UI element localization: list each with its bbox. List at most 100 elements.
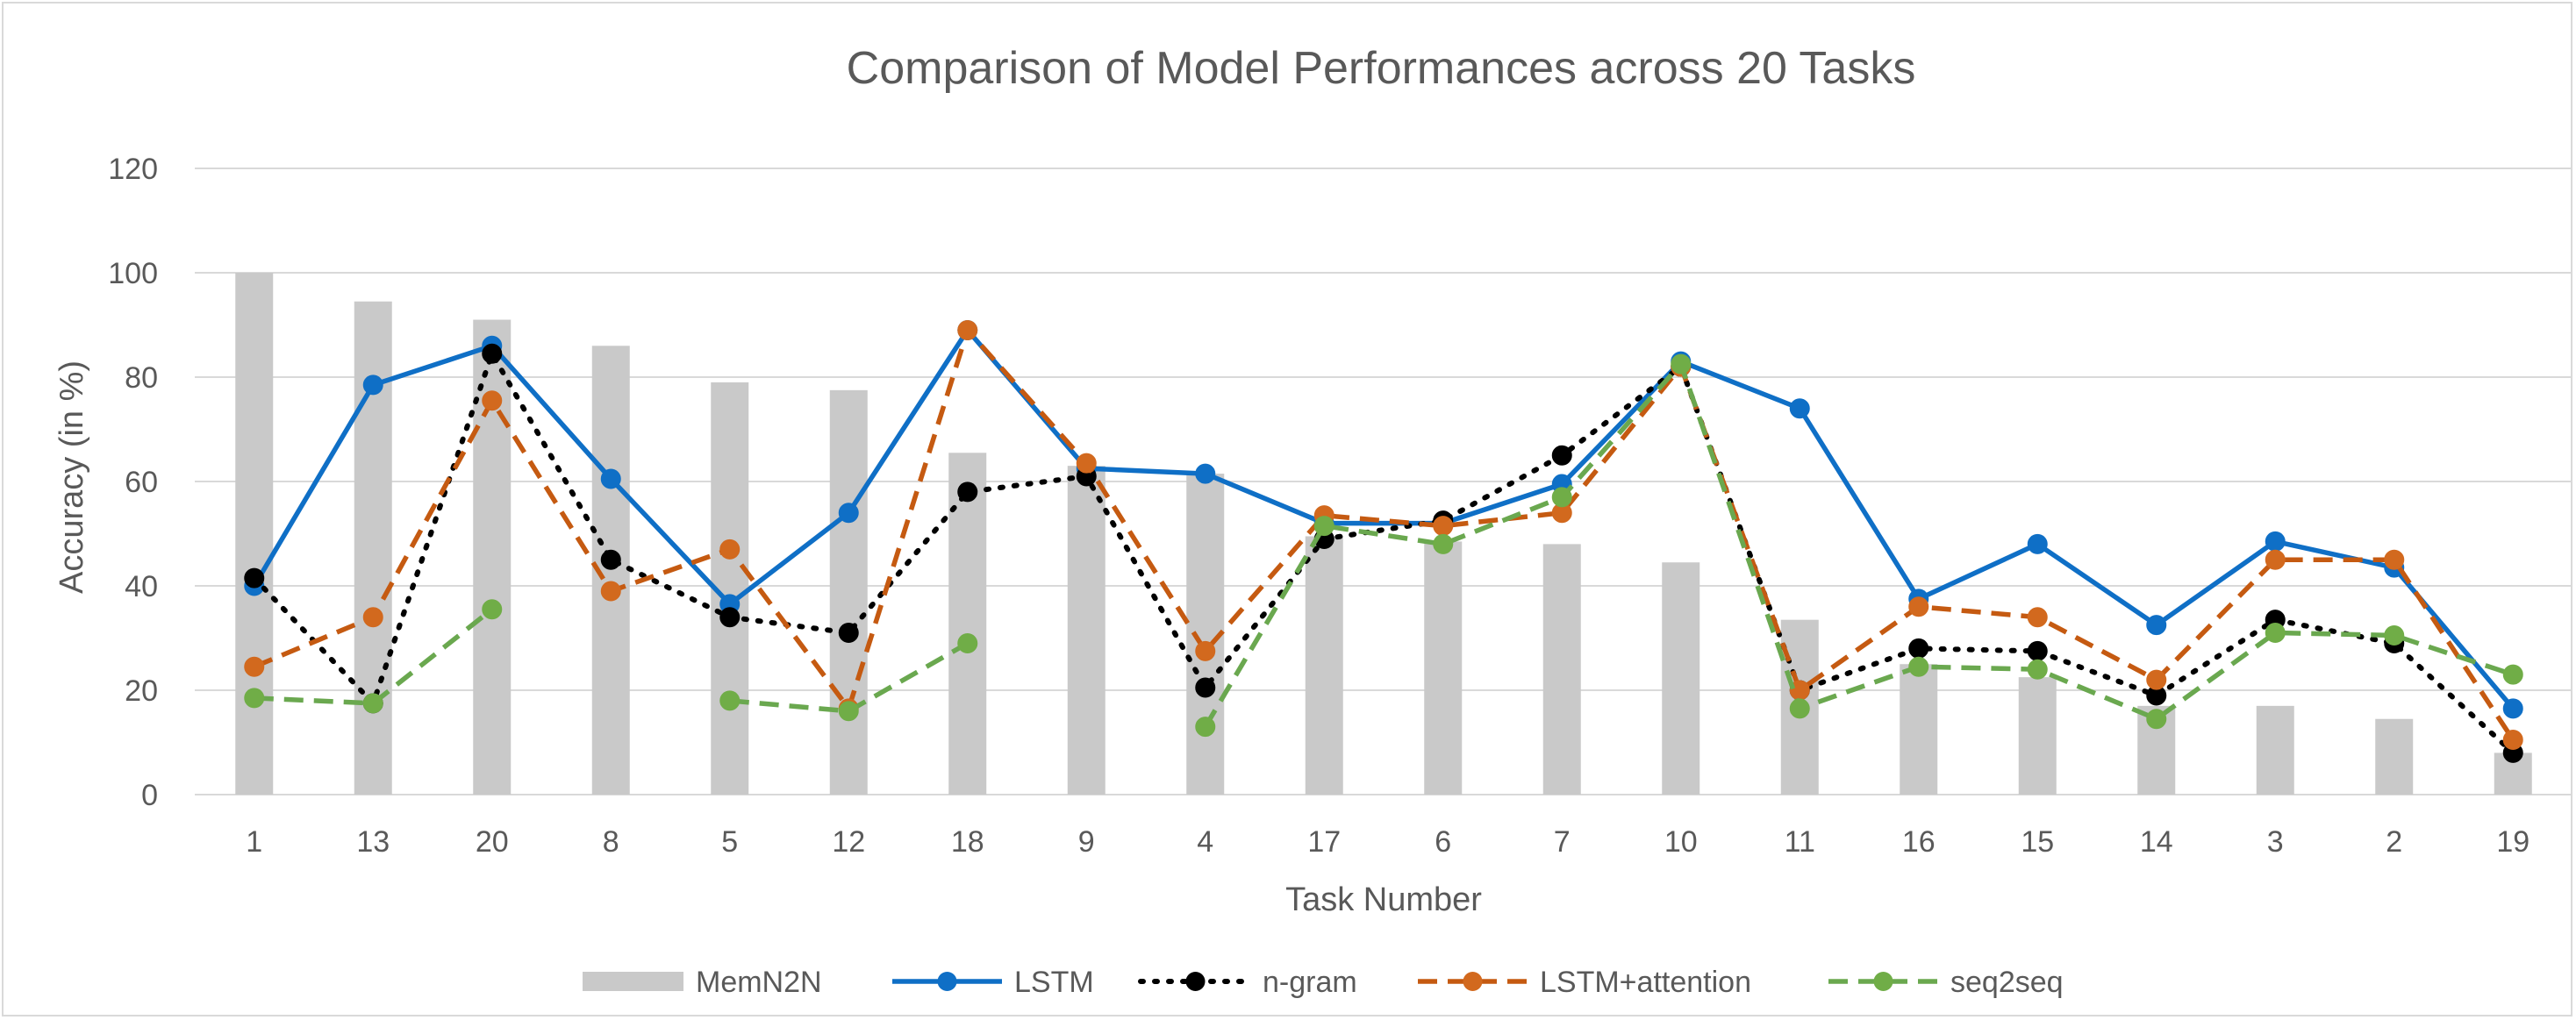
y-tick-label-100: 100 (108, 257, 158, 290)
y-axis-ticks: 0 20 40 60 80 100 120 (108, 153, 158, 812)
line-n-gram-segment-1 (251, 351, 2516, 756)
line-series (244, 319, 2523, 763)
line-seq2seq-segment-3 (1203, 361, 2515, 729)
x-tick-label-17: 17 (1307, 825, 1341, 859)
x-tick-label-19: 19 (2496, 825, 2529, 859)
y-axis-title: Accuracy (in %) (54, 360, 90, 594)
legend-item-seq2seq: seq2seq (1828, 966, 2064, 999)
gridlines (195, 168, 2572, 795)
point-lstm-task-11 (1789, 398, 1810, 419)
line-lstm-attention-segment-1 (253, 327, 2515, 742)
series-memn2n (235, 273, 2532, 795)
point-seq2seq-task-5 (719, 690, 741, 711)
bar-memn2n-task-10 (1662, 562, 1700, 795)
line-lstm-segment-1 (252, 327, 2515, 710)
point-seq2seq-task-10 (1671, 353, 1692, 374)
y-tick-label-20: 20 (125, 674, 158, 708)
x-tick-label-16: 16 (1902, 825, 1936, 859)
bar-memn2n-task-12 (829, 389, 868, 795)
x-tick-label-3: 3 (2267, 825, 2284, 859)
point-lstm-attention-task-1 (244, 656, 265, 677)
x-tick-label-6: 6 (1435, 825, 1451, 859)
y-tick-label-40: 40 (125, 570, 158, 603)
bar-memn2n-task-1 (235, 273, 274, 795)
point-lstm-attention-task-4 (1195, 640, 1216, 661)
point-seq2seq-task-17 (1313, 516, 1335, 537)
point-lstm-attention-task-5 (719, 539, 741, 560)
chart-title: Comparison of Model Performances across … (847, 43, 1916, 94)
point-n-gram-task-16 (1908, 638, 1929, 659)
point-lstm-task-15 (2027, 533, 2048, 554)
x-tick-label-14: 14 (2140, 825, 2173, 859)
point-lstm-task-13 (362, 374, 383, 396)
bar-series (235, 273, 2532, 795)
bar-memn2n-task-18 (948, 453, 987, 795)
point-seq2seq-task-4 (1195, 717, 1216, 738)
point-lstm-attention-task-19 (2502, 730, 2523, 751)
point-seq2seq-task-14 (2146, 709, 2167, 730)
point-lstm-task-12 (838, 503, 859, 524)
point-seq2seq-task-1 (244, 688, 265, 709)
x-tick-label-18: 18 (951, 825, 984, 859)
point-seq2seq-task-3 (2265, 623, 2286, 644)
point-n-gram-task-12 (838, 623, 859, 644)
x-tick-label-15: 15 (2021, 825, 2054, 859)
point-lstm-attention-task-13 (362, 607, 383, 628)
bar-memn2n-task-16 (1900, 664, 1938, 795)
point-lstm-attention-task-3 (2265, 549, 2286, 570)
point-n-gram-task-4 (1195, 677, 1216, 698)
point-lstm-task-8 (600, 468, 621, 489)
series-seq2seq (244, 353, 2523, 738)
x-tick-label-9: 9 (1078, 825, 1095, 859)
x-tick-label-5: 5 (721, 825, 738, 859)
point-lstm-attention-task-6 (1433, 516, 1454, 537)
legend-marker-lstm-attention (1463, 972, 1483, 991)
x-tick-label-10: 10 (1664, 825, 1698, 859)
point-seq2seq-task-7 (1551, 487, 1572, 508)
x-tick-label-13: 13 (356, 825, 390, 859)
x-tick-label-11: 11 (1785, 825, 1815, 859)
point-lstm-attention-task-14 (2146, 669, 2167, 690)
point-seq2seq-task-19 (2502, 664, 2523, 685)
legend-label-memn2n: MemN2N (696, 966, 822, 999)
x-tick-label-12: 12 (832, 825, 865, 859)
series-lstm-attention (244, 319, 2523, 751)
point-lstm-attention-task-2 (2384, 549, 2405, 570)
legend: MemN2N LSTM n-gram LSTM+attention seq2seq (583, 966, 2064, 999)
point-n-gram-task-1 (244, 567, 265, 588)
legend-label-seq2seq: seq2seq (1950, 966, 2064, 999)
point-n-gram-task-20 (482, 343, 503, 364)
y-tick-label-80: 80 (125, 361, 158, 395)
point-seq2seq-task-2 (2384, 625, 2405, 646)
x-axis-title: Task Number (1285, 881, 1482, 918)
point-lstm-task-14 (2146, 615, 2167, 636)
legend-marker-lstm (937, 972, 957, 991)
point-seq2seq-task-15 (2027, 659, 2048, 680)
y-tick-label-120: 120 (108, 153, 158, 186)
y-tick-label-60: 60 (125, 466, 158, 499)
bar-memn2n-task-7 (1542, 544, 1581, 795)
point-lstm-task-3 (2265, 531, 2286, 552)
x-tick-label-1: 1 (246, 825, 262, 859)
x-axis-ticks: 1 13 20 8 5 12 18 9 4 17 6 7 10 11 16 15 14 3 2 19 (246, 825, 2529, 859)
point-n-gram-task-18 (957, 481, 978, 503)
legend-label-n-gram: n-gram (1263, 966, 1357, 999)
legend-marker-seq2seq (1873, 972, 1893, 991)
y-tick-label-0: 0 (141, 779, 158, 812)
legend-item-n-gram: n-gram (1138, 966, 1357, 999)
bar-memn2n-task-3 (2256, 705, 2294, 795)
legend-marker-n-gram (1185, 972, 1206, 991)
point-seq2seq-task-12 (838, 701, 859, 722)
legend-label-lstm-attention: LSTM+attention (1540, 966, 1751, 999)
x-tick-label-2: 2 (2386, 825, 2402, 859)
point-lstm-attention-task-18 (957, 319, 978, 340)
x-tick-label-7: 7 (1554, 825, 1571, 859)
bar-memn2n-task-2 (2375, 718, 2414, 795)
point-lstm-attention-task-20 (482, 390, 503, 411)
legend-label-lstm: LSTM (1014, 966, 1094, 999)
point-lstm-task-4 (1195, 463, 1216, 484)
x-tick-label-4: 4 (1197, 825, 1213, 859)
point-lstm-attention-task-8 (600, 581, 621, 602)
legend-swatch-memn2n (583, 972, 683, 991)
